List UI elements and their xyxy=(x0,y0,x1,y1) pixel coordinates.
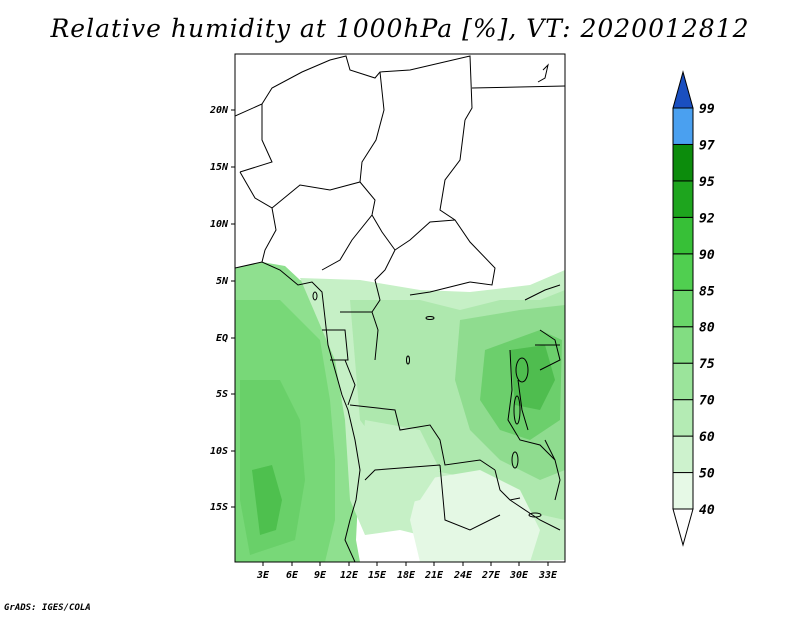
colorbar-segment xyxy=(672,362,694,401)
colorbar-segment xyxy=(672,253,694,291)
colorbar: 40 50 60 70 75 80 85 90 92 95 97 99 xyxy=(672,70,715,547)
grads-credit: GrADS: IGES/COLA xyxy=(4,603,91,613)
lon-label-6e: 6E xyxy=(286,570,299,581)
lat-label-15n: 15N xyxy=(210,162,229,173)
lon-label-9e: 9E xyxy=(314,570,327,581)
map-title: Relative humidity at 1000hPa [%], VT: 20… xyxy=(50,14,750,43)
lon-label-15e: 15E xyxy=(368,570,387,581)
colorbar-segment xyxy=(672,326,694,364)
lat-ticks xyxy=(231,109,235,508)
colorbar-label: 99 xyxy=(699,102,715,117)
colorbar-segment xyxy=(672,435,694,474)
colorbar-label: 95 xyxy=(699,175,715,190)
colorbar-segment xyxy=(672,216,694,255)
colorbar-segment xyxy=(672,180,694,218)
colorbar-segment xyxy=(672,289,694,328)
lat-label-20n: 20N xyxy=(209,105,229,116)
colorbar-label: 70 xyxy=(699,394,715,409)
lon-labels: 3E 6E 9E 12E 15E 18E 21E 24E 27E 30E 33E xyxy=(256,570,558,581)
colorbar-label: 85 xyxy=(699,284,715,299)
lon-label-27e: 27E xyxy=(481,570,501,581)
map-frame xyxy=(234,53,566,563)
colorbar-top-arrow xyxy=(672,70,694,109)
lon-label-33e: 33E xyxy=(538,570,558,581)
colorbar-segment xyxy=(672,143,694,182)
lon-label-30e: 30E xyxy=(509,570,529,581)
lat-labels: 20N 15N 10N 5N EQ 5S 10S 15S xyxy=(209,105,229,513)
colorbar-label: 50 xyxy=(699,467,715,482)
colorbar-label: 60 xyxy=(699,430,715,445)
lon-label-3e: 3E xyxy=(256,570,270,581)
colorbar-bottom-arrow xyxy=(672,508,694,547)
humidity-fill xyxy=(235,262,565,562)
country-borders xyxy=(235,55,565,531)
lat-label-15s: 15S xyxy=(210,502,228,513)
colorbar-label: 75 xyxy=(699,357,715,372)
colorbar-segment xyxy=(672,107,694,145)
colorbar-label: 80 xyxy=(699,321,715,336)
lon-label-18e: 18E xyxy=(397,570,416,581)
lat-label-eq: EQ xyxy=(216,333,228,344)
colorbar-label: 97 xyxy=(699,138,715,153)
lakes xyxy=(312,291,542,518)
lon-ticks xyxy=(262,562,549,566)
lat-label-10n: 10N xyxy=(210,219,229,230)
lon-label-21e: 21E xyxy=(424,570,444,581)
colorbar-label: 92 xyxy=(699,211,715,226)
colorbar-label: 90 xyxy=(699,248,715,263)
colorbar-segment xyxy=(672,399,694,437)
lat-label-10s: 10S xyxy=(210,446,228,457)
lon-label-24e: 24E xyxy=(453,570,473,581)
coastline xyxy=(235,261,361,562)
colorbar-segment xyxy=(672,472,694,510)
lon-label-12e: 12E xyxy=(340,570,359,581)
lat-label-5n: 5N xyxy=(216,276,229,287)
lat-label-5s: 5S xyxy=(216,389,228,400)
colorbar-label: 40 xyxy=(699,503,715,518)
